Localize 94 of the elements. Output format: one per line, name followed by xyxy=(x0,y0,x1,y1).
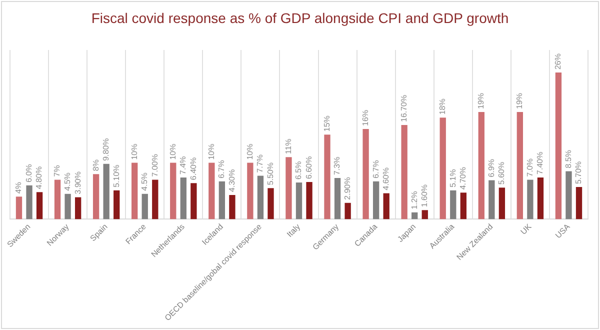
bar xyxy=(26,185,32,220)
data-label: 5.60% xyxy=(497,162,506,185)
data-label: 1.2% xyxy=(410,191,419,210)
bar xyxy=(566,171,572,220)
data-label: 5.50% xyxy=(266,162,275,186)
bar xyxy=(268,188,274,220)
data-label: 10% xyxy=(168,144,178,160)
bar xyxy=(450,190,456,220)
data-label: 7.4% xyxy=(178,156,188,174)
data-label: 6.9% xyxy=(486,159,496,178)
bar xyxy=(498,188,506,220)
data-label: 7.00% xyxy=(150,154,160,177)
data-label: 4.5% xyxy=(140,172,150,191)
bar xyxy=(296,182,302,220)
bar xyxy=(229,194,236,220)
x-tick-label: USA xyxy=(554,222,572,240)
data-label: 6.7% xyxy=(371,160,380,178)
bar xyxy=(218,181,226,220)
chart-title: Fiscal covid response as % of GDP alongside CPI and GDP growth xyxy=(90,9,510,28)
data-label: 10% xyxy=(130,144,139,160)
bar xyxy=(478,112,484,220)
x-tick-label: UK xyxy=(518,222,534,236)
data-label: 4% xyxy=(14,182,24,194)
bar xyxy=(36,192,43,220)
bar xyxy=(257,176,264,220)
bar xyxy=(16,196,22,220)
data-label: 9.80% xyxy=(102,138,111,161)
bar xyxy=(132,162,138,220)
data-label: 8.5% xyxy=(564,150,573,168)
data-label: 10% xyxy=(245,144,254,160)
bar xyxy=(516,112,524,220)
data-label: 15% xyxy=(322,116,332,132)
bar xyxy=(440,118,446,220)
data-label: 3.90% xyxy=(73,172,82,194)
data-label: 16% xyxy=(360,110,370,126)
bar xyxy=(537,177,544,220)
data-label: 4.60% xyxy=(382,168,391,190)
bar xyxy=(306,182,312,220)
data-label: 4.5% xyxy=(63,172,72,191)
bar xyxy=(412,212,418,220)
data-label: 6.0% xyxy=(24,164,34,182)
data-label: 5.10% xyxy=(112,164,121,188)
bar xyxy=(170,162,176,220)
bar xyxy=(142,194,148,220)
data-label: 7.40% xyxy=(536,152,545,174)
data-label: 6.7% xyxy=(217,160,226,178)
bar xyxy=(344,202,351,220)
data-label: 8% xyxy=(91,160,100,172)
bar xyxy=(488,180,495,220)
data-label: 7.3% xyxy=(332,156,342,176)
bar xyxy=(208,162,215,220)
bar xyxy=(362,128,369,220)
data-label: 4.80% xyxy=(34,166,44,190)
data-label: 4.30% xyxy=(227,169,236,192)
bar xyxy=(460,192,466,220)
data-label: 2.90% xyxy=(343,177,352,200)
data-label: 4.70% xyxy=(458,166,468,190)
bar xyxy=(190,183,197,220)
bar xyxy=(247,162,254,220)
x-tick-label: Italy xyxy=(285,222,302,239)
bar xyxy=(103,164,110,220)
bar xyxy=(74,197,82,220)
data-label: 19% xyxy=(476,93,486,110)
data-label: 11% xyxy=(284,138,293,154)
data-label: 7.0% xyxy=(525,158,534,177)
bar xyxy=(92,174,100,220)
bar xyxy=(114,190,120,220)
bar xyxy=(422,210,428,220)
bar xyxy=(324,134,330,220)
data-label: 18% xyxy=(438,98,448,115)
bar xyxy=(152,180,158,220)
bar xyxy=(180,177,186,220)
bar xyxy=(576,187,582,220)
data-label: 6.5% xyxy=(294,161,304,180)
data-label: 1.60% xyxy=(420,184,430,208)
bar xyxy=(527,180,534,220)
data-label: 5.1% xyxy=(448,169,458,188)
data-label: 7% xyxy=(52,165,62,177)
data-label: 7.7% xyxy=(256,154,265,173)
data-label: 6.40% xyxy=(188,157,198,180)
bar xyxy=(54,180,61,220)
bar xyxy=(64,194,71,220)
bar xyxy=(555,72,562,220)
data-label: 16.70% xyxy=(400,94,409,122)
bar xyxy=(383,193,390,220)
data-label: 10% xyxy=(206,144,216,160)
data-label: 6.60% xyxy=(304,156,314,179)
bar xyxy=(334,178,341,220)
data-label: 19% xyxy=(515,93,524,110)
bar xyxy=(286,157,292,220)
bar xyxy=(401,125,408,220)
data-label: 5.70% xyxy=(574,161,584,184)
data-label: 26% xyxy=(554,54,563,70)
bar xyxy=(372,181,380,220)
